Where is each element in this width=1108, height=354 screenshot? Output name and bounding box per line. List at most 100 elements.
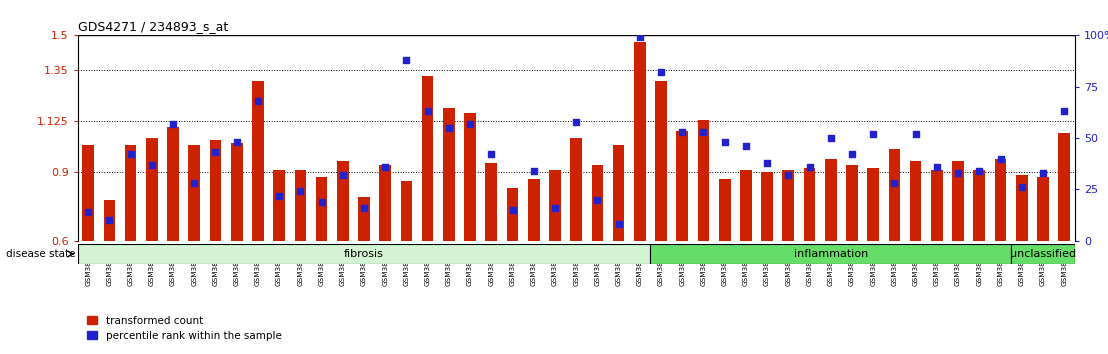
Point [228,139,246,145]
Point [440,125,458,131]
Bar [592,165,603,241]
FancyBboxPatch shape [78,244,650,264]
Bar [910,161,922,241]
Bar [803,168,815,241]
Point [567,119,585,125]
Point [312,199,330,205]
Point [101,217,119,223]
Bar [316,177,327,241]
Point [356,205,373,211]
Point [971,168,988,174]
Point [630,35,648,40]
Point [929,164,946,170]
Bar [634,42,646,241]
Bar [995,159,1006,241]
Bar [698,120,709,241]
Point [1034,170,1051,176]
Point [1013,184,1030,190]
Bar [1016,175,1027,241]
Point [950,170,967,176]
Point [164,121,182,126]
Bar [188,145,201,241]
Bar [274,170,285,241]
Point [249,98,267,104]
Bar [952,161,964,241]
Bar [847,165,858,241]
Bar [889,149,900,241]
Bar [209,140,222,241]
Point [992,156,1009,161]
Point [864,131,882,137]
Point [885,181,903,186]
Point [716,139,733,145]
Point [588,197,606,202]
FancyBboxPatch shape [1012,244,1075,264]
Point [737,143,755,149]
Point [291,189,309,194]
Bar [506,188,519,241]
Point [185,181,203,186]
Point [270,193,288,198]
Bar [1037,177,1049,241]
Bar [825,159,837,241]
Bar [464,113,476,241]
Bar [740,170,751,241]
FancyBboxPatch shape [650,244,1012,264]
Bar [125,145,136,241]
Point [461,121,479,126]
Bar [422,76,433,241]
Point [143,162,161,167]
Bar [1058,133,1070,241]
Bar [761,172,773,241]
Text: disease state: disease state [6,249,75,259]
Bar [931,170,943,241]
Point [822,135,840,141]
Point [419,109,437,114]
Point [398,57,416,63]
Point [525,168,543,174]
Point [334,172,351,178]
Point [609,222,627,227]
Point [504,207,522,213]
Text: fibrosis: fibrosis [345,249,384,259]
Point [1055,109,1073,114]
Bar [401,181,412,241]
Bar [358,198,370,241]
Point [906,131,924,137]
Point [482,152,500,157]
Bar [868,168,879,241]
Text: unclassified: unclassified [1009,249,1076,259]
Bar [295,170,306,241]
Bar [782,170,794,241]
Bar [550,170,561,241]
Legend: transformed count, percentile rank within the sample: transformed count, percentile rank withi… [83,312,286,345]
Point [80,209,98,215]
Bar [485,163,497,241]
Bar [676,131,688,241]
Point [674,129,691,135]
Point [695,129,712,135]
Point [758,160,776,166]
Bar [571,138,582,241]
Bar [719,179,730,241]
Bar [613,145,625,241]
Point [206,150,224,155]
Bar [379,165,391,241]
Point [653,69,670,75]
Bar [443,108,454,241]
Point [377,164,394,170]
Point [801,164,819,170]
Bar [82,145,94,241]
Bar [253,81,264,241]
Text: GDS4271 / 234893_s_at: GDS4271 / 234893_s_at [78,20,228,33]
Point [843,152,861,157]
Bar [527,179,540,241]
Bar [337,161,349,241]
Bar [103,200,115,241]
Bar [655,81,667,241]
Point [546,205,564,211]
Bar [167,127,178,241]
Bar [974,170,985,241]
Point [779,172,797,178]
Bar [230,143,243,241]
